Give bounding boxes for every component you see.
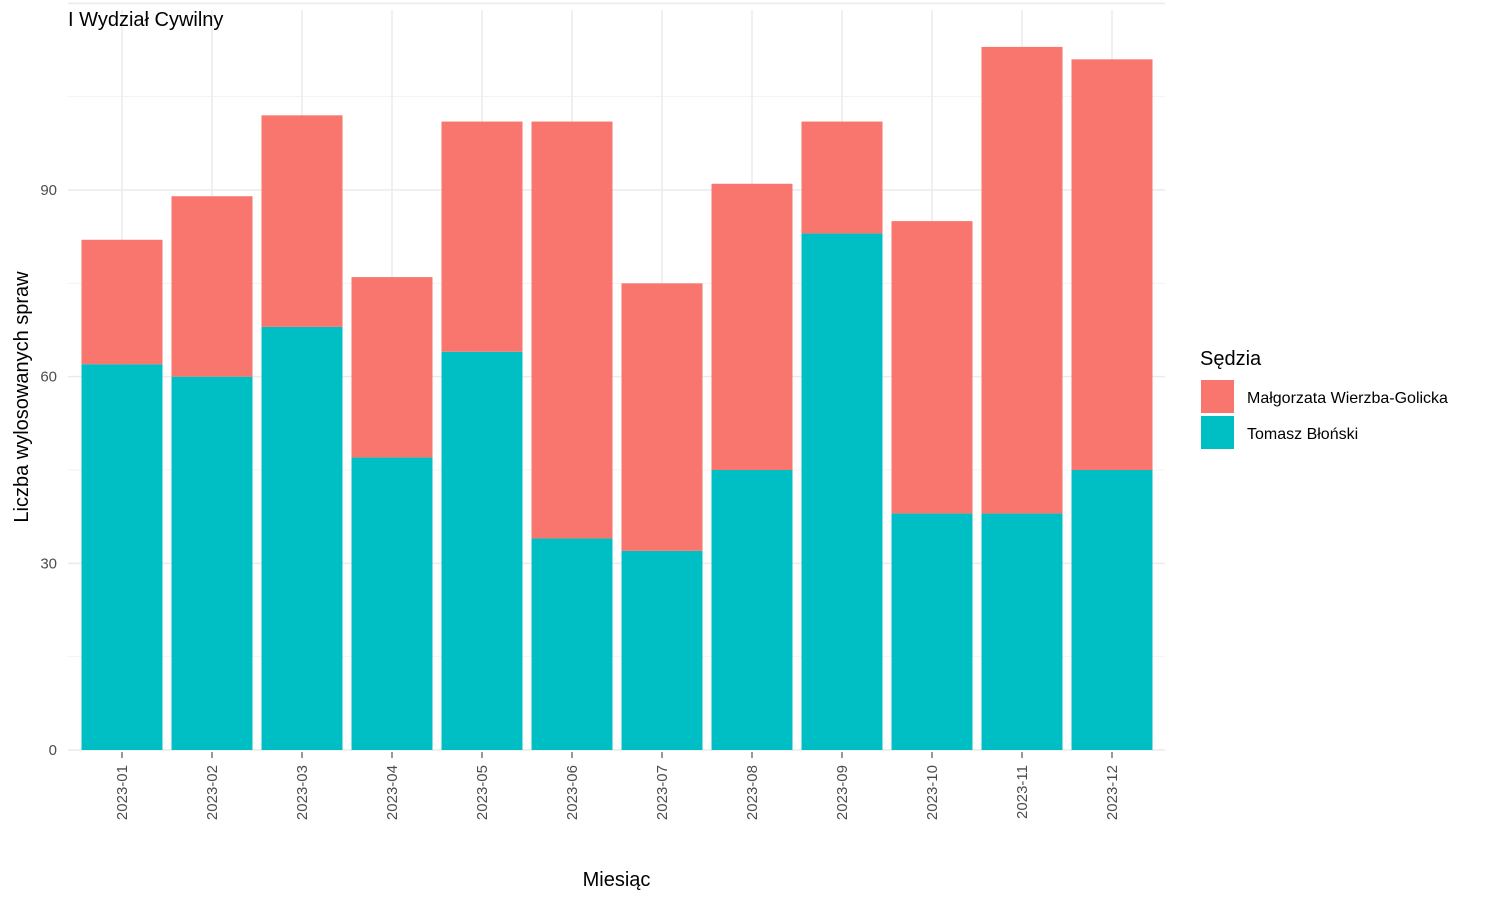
bar-segment-malgorzata-wierzba-golicka xyxy=(801,121,883,234)
bar-segment-tomasz-blonski xyxy=(711,470,793,750)
bar-segment-malgorzata-wierzba-golicka xyxy=(81,239,163,365)
x-tick-label: 2023-11 xyxy=(1014,765,1031,819)
bar-segment-tomasz-blonski xyxy=(351,457,433,750)
x-tick-label: 2023-08 xyxy=(744,765,761,820)
bar-segment-tomasz-blonski xyxy=(261,326,343,750)
bar-segment-tomasz-blonski xyxy=(621,550,703,750)
y-tick-label: 90 xyxy=(40,182,57,199)
x-tick-label: 2023-09 xyxy=(834,765,851,820)
x-tick-label: 2023-03 xyxy=(294,765,311,820)
x-tick-label: 2023-01 xyxy=(114,765,131,820)
legend-label: Tomasz Błoński xyxy=(1247,426,1358,443)
x-tick-label: 2023-12 xyxy=(1104,765,1121,820)
y-tick-label: 60 xyxy=(40,369,57,386)
legend-swatch xyxy=(1201,416,1234,449)
bar-segment-malgorzata-wierzba-golicka xyxy=(981,46,1063,514)
bar-segment-tomasz-blonski xyxy=(1071,470,1153,750)
legend-swatch xyxy=(1201,380,1234,413)
bars xyxy=(81,46,1153,751)
x-tick-label: 2023-10 xyxy=(924,765,941,820)
bar-segment-malgorzata-wierzba-golicka xyxy=(441,121,523,352)
bar-segment-tomasz-blonski xyxy=(531,538,613,750)
bar-segment-malgorzata-wierzba-golicka xyxy=(621,283,703,551)
y-tick-label: 30 xyxy=(40,555,57,572)
bar-segment-malgorzata-wierzba-golicka xyxy=(261,115,343,327)
bar-segment-tomasz-blonski xyxy=(891,513,973,750)
bar-segment-tomasz-blonski xyxy=(801,233,883,751)
x-tick-label: 2023-04 xyxy=(384,765,401,820)
bar-segment-malgorzata-wierzba-golicka xyxy=(891,221,973,514)
bar-segment-malgorzata-wierzba-golicka xyxy=(711,183,793,470)
y-axis-title: Liczba wylosowanych spraw xyxy=(11,271,33,523)
x-axis-title: Miesiąc xyxy=(583,869,651,891)
bar-segment-malgorzata-wierzba-golicka xyxy=(531,121,613,539)
chart-title: I Wydział Cywilny xyxy=(68,9,223,31)
legend: Sędzia Małgorzata Wierzba-Golicka Tomasz … xyxy=(1200,348,1448,449)
bar-segment-tomasz-blonski xyxy=(81,364,163,750)
y-tick-label: 0 xyxy=(49,742,57,759)
x-tick-label: 2023-05 xyxy=(474,765,491,820)
x-axis-ticks: 2023-01 2023-02 2023-03 2023-04 2023-05 2023-… xyxy=(114,752,1121,820)
y-axis-ticks: 0 30 60 90 xyxy=(40,182,57,759)
x-tick-label: 2023-07 xyxy=(654,765,671,820)
x-tick-label: 2023-02 xyxy=(204,765,221,820)
bar-segment-malgorzata-wierzba-golicka xyxy=(171,196,253,377)
bar-segment-tomasz-blonski xyxy=(981,513,1063,750)
bar-segment-malgorzata-wierzba-golicka xyxy=(351,277,433,458)
legend-title: Sędzia xyxy=(1200,348,1262,370)
x-tick-label: 2023-06 xyxy=(564,765,581,820)
bar-segment-malgorzata-wierzba-golicka xyxy=(1071,59,1153,470)
bar-segment-tomasz-blonski xyxy=(441,351,523,750)
bar-segment-tomasz-blonski xyxy=(171,376,253,750)
legend-label: Małgorzata Wierzba-Golicka xyxy=(1247,390,1448,407)
